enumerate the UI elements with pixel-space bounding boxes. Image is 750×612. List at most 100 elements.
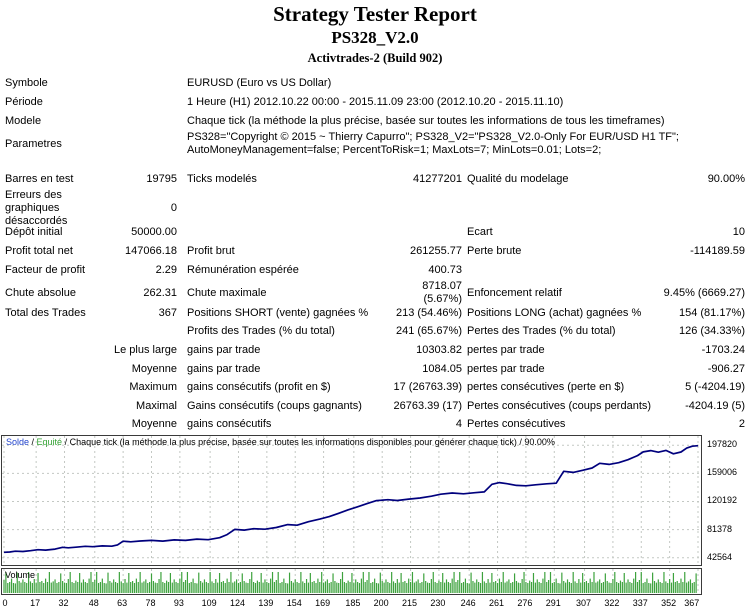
volume-bar (288, 572, 291, 593)
table-value: Moyenne (131, 418, 177, 431)
table-label: gains consécutifs (profit en $) (187, 381, 331, 394)
table-value: -1703.24 (701, 343, 745, 356)
volume-bar (152, 581, 154, 593)
volume-bar (283, 578, 285, 593)
volume-bar (491, 573, 493, 593)
table-row: Profits des Trades (% du total) 241 (65.6… (5, 323, 745, 342)
volume-bar (502, 572, 504, 593)
balance-chart-svg (2, 436, 701, 565)
volume-bar (249, 579, 251, 593)
table-label: Perte brute (467, 245, 522, 257)
table-label: Gains consécutifs (coups gagnants) (187, 399, 362, 412)
table-value: 4 (455, 418, 462, 431)
volume-bar (572, 572, 574, 593)
volume-bar (642, 583, 644, 593)
volume-bar (583, 582, 586, 593)
volume-bar (313, 581, 315, 593)
volume-bar (496, 583, 499, 593)
volume-bar (631, 583, 633, 593)
volume-bar (158, 579, 160, 593)
volume-bar (211, 581, 213, 593)
volume-bar (447, 582, 449, 593)
volume-bar (532, 573, 535, 593)
table-label: gains consécutifs (187, 418, 272, 431)
volume-bar (245, 582, 247, 593)
volume-bar (621, 582, 623, 593)
volume-bar (663, 572, 665, 593)
volume-bar (421, 582, 423, 593)
table-label: pertes par trade (467, 362, 545, 375)
volume-bar (287, 583, 289, 593)
volume-bar (179, 578, 181, 593)
volume-bar (534, 582, 536, 593)
table-value: -114189.59 (690, 245, 745, 257)
volume-bar (292, 582, 294, 593)
volume-bar (591, 582, 593, 593)
x-tick-label: 276 (517, 598, 533, 608)
volume-bar (672, 573, 675, 593)
volume-bar (368, 572, 370, 593)
volume-bar (419, 583, 421, 593)
volume-bar (334, 581, 336, 593)
volume-bar (186, 572, 189, 593)
volume-bar (606, 581, 608, 593)
table-label: Pertes consécutives (467, 418, 566, 431)
x-tick-label: 261 (489, 598, 505, 608)
volume-bar (268, 583, 270, 593)
volume-bar (553, 582, 555, 593)
table-value: 50000.00 (131, 226, 177, 238)
volume-bar (18, 581, 20, 593)
volume-bar (362, 572, 364, 593)
table-label: Enfoncement relatif (467, 286, 562, 299)
volume-bar (527, 583, 529, 593)
volume-bar (449, 583, 451, 593)
volume-bar (487, 579, 489, 593)
table-value: Moyenne (131, 362, 177, 375)
volume-bar (599, 579, 601, 593)
volume-bar (194, 583, 196, 593)
x-tick-label: 352 (661, 598, 677, 608)
volume-bar (372, 582, 374, 593)
volume-bar (239, 582, 241, 593)
table-row: Erreurs des graphiques désaccordés 0 (5, 189, 745, 228)
table-label: Ticks modelés (187, 173, 257, 185)
volume-bar (141, 582, 143, 593)
x-tick-label: 32 (58, 598, 69, 608)
volume-bar (587, 583, 589, 593)
volume-bar (544, 572, 546, 593)
x-tick-label: 307 (576, 598, 592, 608)
volume-bar (10, 578, 13, 593)
volume-bar (468, 583, 470, 593)
volume-bar (184, 580, 187, 593)
volume-bar (279, 583, 281, 593)
volume-bar (235, 579, 238, 593)
table-label: gains par trade (187, 343, 261, 356)
volume-bar (309, 573, 311, 593)
volume-bar (546, 582, 548, 593)
volume-bar (686, 582, 688, 593)
volume-bar (466, 583, 468, 593)
table-value: 90.00% (707, 173, 745, 185)
volume-bar (48, 572, 50, 593)
x-tick-label: 139 (258, 598, 274, 608)
volume-bar (69, 572, 71, 593)
volume-bar (377, 583, 380, 593)
x-tick-label: 154 (286, 598, 302, 608)
table-value: 10303.82 (416, 343, 462, 356)
volume-bar (169, 573, 172, 593)
table-value: 154 (81.17%) (678, 306, 745, 319)
volume-bar (669, 579, 671, 593)
volume-svg (3, 569, 699, 594)
volume-bar (402, 582, 404, 593)
volume-bar (627, 579, 629, 593)
volume-bar (593, 572, 595, 593)
volume-bar (14, 583, 16, 593)
volume-bar (470, 572, 472, 593)
volume-bar (150, 573, 153, 593)
table-row: Moyenne gains consécutifs 4 Pertes consécut… (5, 416, 745, 435)
volume-bar (667, 583, 669, 593)
table-label: Erreurs des graphiques désaccordés (5, 189, 68, 227)
volume-bar (215, 579, 217, 593)
volume-bar (409, 582, 412, 593)
volume-label: Volume (5, 570, 36, 580)
